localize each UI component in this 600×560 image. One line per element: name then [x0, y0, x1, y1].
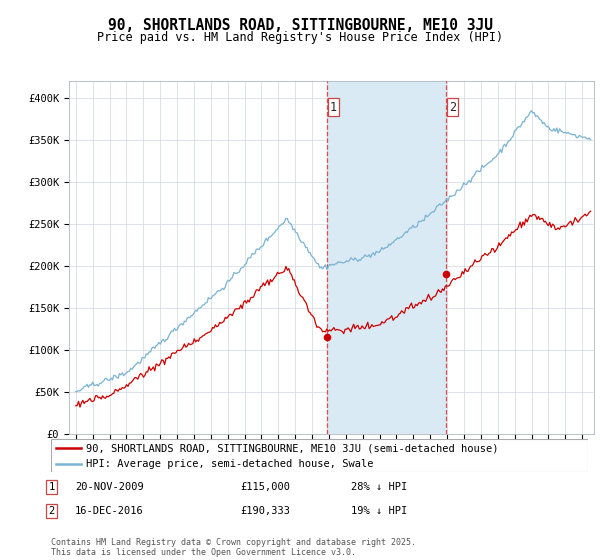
Text: HPI: Average price, semi-detached house, Swale: HPI: Average price, semi-detached house,…: [86, 459, 373, 469]
Text: Price paid vs. HM Land Registry's House Price Index (HPI): Price paid vs. HM Land Registry's House …: [97, 31, 503, 44]
Text: 90, SHORTLANDS ROAD, SITTINGBOURNE, ME10 3JU (semi-detached house): 90, SHORTLANDS ROAD, SITTINGBOURNE, ME10…: [86, 443, 499, 453]
FancyBboxPatch shape: [51, 439, 588, 472]
Text: 1: 1: [329, 101, 337, 114]
Bar: [327, 81, 446, 434]
Text: 2: 2: [449, 101, 456, 114]
Text: 28% ↓ HPI: 28% ↓ HPI: [351, 482, 407, 492]
Text: 16-DEC-2016: 16-DEC-2016: [75, 506, 144, 516]
Text: 19% ↓ HPI: 19% ↓ HPI: [351, 506, 407, 516]
Text: 1: 1: [49, 482, 55, 492]
Text: Contains HM Land Registry data © Crown copyright and database right 2025.
This d: Contains HM Land Registry data © Crown c…: [51, 538, 416, 557]
Text: 90, SHORTLANDS ROAD, SITTINGBOURNE, ME10 3JU: 90, SHORTLANDS ROAD, SITTINGBOURNE, ME10…: [107, 18, 493, 34]
Text: 2: 2: [49, 506, 55, 516]
Text: £115,000: £115,000: [240, 482, 290, 492]
Text: 20-NOV-2009: 20-NOV-2009: [75, 482, 144, 492]
Text: £190,333: £190,333: [240, 506, 290, 516]
